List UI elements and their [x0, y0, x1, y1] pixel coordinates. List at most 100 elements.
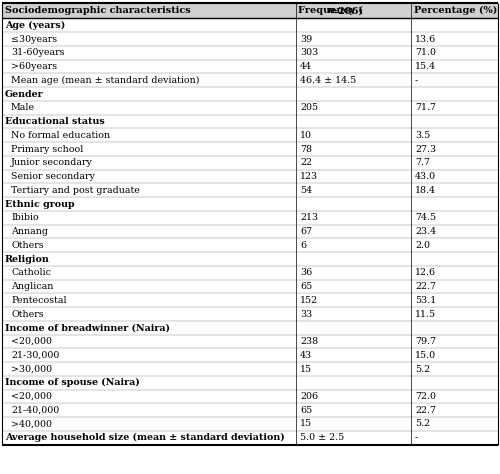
Text: 65: 65	[300, 406, 312, 415]
Text: n: n	[327, 7, 334, 15]
Text: Others: Others	[11, 310, 44, 319]
Text: Anglican: Anglican	[11, 282, 53, 291]
Text: <20,000: <20,000	[11, 392, 52, 401]
Text: Tertiary and post graduate: Tertiary and post graduate	[11, 186, 140, 195]
Text: Pentecostal: Pentecostal	[11, 296, 66, 305]
Text: 238: 238	[300, 337, 318, 346]
Text: 71.0: 71.0	[415, 48, 436, 57]
Bar	[2, 431, 498, 445]
Bar	[2, 3, 498, 18]
Text: 44: 44	[300, 62, 312, 71]
Text: Age (years): Age (years)	[5, 21, 65, 30]
Bar	[2, 225, 498, 238]
Text: Male: Male	[11, 103, 35, 112]
Text: Others: Others	[11, 241, 44, 250]
Text: 10: 10	[300, 131, 312, 140]
Text: >40,000: >40,000	[11, 419, 52, 428]
Bar	[2, 156, 498, 170]
Text: Religion: Religion	[5, 255, 50, 264]
Bar	[2, 403, 498, 417]
Text: 152: 152	[300, 296, 318, 305]
Text: 3.5: 3.5	[415, 131, 430, 140]
Text: 27.3: 27.3	[415, 145, 436, 154]
Text: 67: 67	[300, 227, 312, 236]
Bar	[2, 197, 498, 211]
Text: 12.6: 12.6	[415, 268, 436, 277]
Text: 205: 205	[300, 103, 318, 112]
Text: 43.0: 43.0	[415, 172, 436, 181]
Text: 54: 54	[300, 186, 312, 195]
Text: 15.4: 15.4	[415, 62, 436, 71]
Bar	[2, 73, 498, 87]
Text: Junior secondary: Junior secondary	[11, 158, 93, 167]
Bar	[2, 101, 498, 115]
Text: 15: 15	[300, 365, 312, 374]
Text: 33: 33	[300, 310, 312, 319]
Text: Annang: Annang	[11, 227, 48, 236]
Text: Average household size (mean ± standard deviation): Average household size (mean ± standard …	[5, 433, 285, 442]
Text: Catholic: Catholic	[11, 268, 51, 277]
Text: Gender: Gender	[5, 90, 44, 99]
Text: Ethnic group: Ethnic group	[5, 200, 74, 209]
Bar	[2, 170, 498, 183]
Text: 53.1: 53.1	[415, 296, 436, 305]
Text: 23.4: 23.4	[415, 227, 436, 236]
Text: 22.7: 22.7	[415, 406, 436, 415]
Text: 72.0: 72.0	[415, 392, 436, 401]
Text: 123: 123	[300, 172, 318, 181]
Bar	[2, 18, 498, 32]
Text: 2.0: 2.0	[415, 241, 430, 250]
Text: 11.5: 11.5	[415, 310, 436, 319]
Bar	[2, 266, 498, 280]
Bar	[2, 307, 498, 321]
Bar	[2, 46, 498, 60]
Text: Sociodemographic characteristics: Sociodemographic characteristics	[5, 7, 191, 15]
Bar	[2, 115, 498, 128]
Text: 7.7: 7.7	[415, 158, 430, 167]
Bar	[2, 362, 498, 376]
Text: 79.7: 79.7	[415, 337, 436, 346]
Text: 21-30,000: 21-30,000	[11, 351, 60, 360]
Text: Primary school: Primary school	[11, 145, 84, 154]
Text: 22.7: 22.7	[415, 282, 436, 291]
Bar	[2, 183, 498, 197]
Text: Percentage (%): Percentage (%)	[414, 6, 497, 16]
Bar	[2, 293, 498, 307]
Text: Income of spouse (Naira): Income of spouse (Naira)	[5, 378, 140, 387]
Text: No formal education: No formal education	[11, 131, 110, 140]
Text: =286): =286)	[330, 7, 363, 15]
Text: 18.4: 18.4	[415, 186, 436, 195]
Bar	[2, 321, 498, 335]
Bar	[2, 238, 498, 252]
Text: 213: 213	[300, 213, 318, 222]
Text: 6: 6	[300, 241, 306, 250]
Text: 39: 39	[300, 35, 312, 44]
Text: >30,000: >30,000	[11, 365, 52, 374]
Bar	[2, 335, 498, 348]
Text: 31-60years: 31-60years	[11, 48, 64, 57]
Text: 22: 22	[300, 158, 312, 167]
Bar	[2, 376, 498, 390]
Text: -: -	[415, 433, 418, 442]
Text: 5.2: 5.2	[415, 419, 430, 428]
Bar	[2, 390, 498, 403]
Bar	[2, 87, 498, 101]
Bar	[2, 128, 498, 142]
Text: 36: 36	[300, 268, 312, 277]
Text: 21-40,000: 21-40,000	[11, 406, 60, 415]
Bar	[2, 32, 498, 46]
Bar	[2, 348, 498, 362]
Text: 15: 15	[300, 419, 312, 428]
Text: Senior secondary: Senior secondary	[11, 172, 95, 181]
Bar	[2, 252, 498, 266]
Text: 13.6: 13.6	[415, 35, 436, 44]
Bar	[2, 60, 498, 73]
Text: 5.0 ± 2.5: 5.0 ± 2.5	[300, 433, 344, 442]
Text: ≤30years: ≤30years	[11, 35, 57, 44]
Bar	[2, 211, 498, 225]
Bar	[2, 417, 498, 431]
Bar	[2, 280, 498, 293]
Text: Educational status: Educational status	[5, 117, 105, 126]
Text: 303: 303	[300, 48, 318, 57]
Text: <20,000: <20,000	[11, 337, 52, 346]
